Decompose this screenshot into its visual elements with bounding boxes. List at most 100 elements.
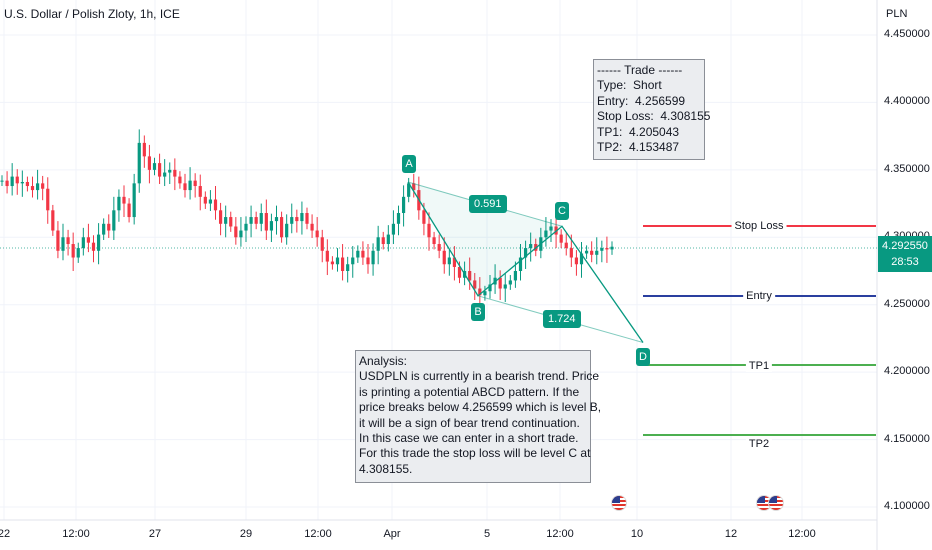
candle-body — [335, 257, 340, 265]
us-flag-event-icon[interactable] — [768, 495, 784, 511]
candle-body — [224, 217, 228, 224]
candle-body — [488, 284, 492, 292]
time-tick-label: 12:00 — [546, 528, 574, 540]
candle-body — [371, 250, 375, 265]
time-tick-label: Apr — [383, 528, 401, 540]
ab-bc-ratio-label[interactable]: 0.591 — [469, 195, 507, 213]
candle-body — [61, 237, 65, 251]
analysis-line: 4.308155. — [359, 461, 413, 476]
candle-body — [20, 181, 24, 184]
candle-body — [442, 250, 446, 265]
time-tick-label: 12:00 — [788, 528, 816, 540]
candle-body — [137, 142, 141, 184]
candle-body — [529, 244, 533, 249]
candle-body — [41, 183, 45, 189]
candle-body — [452, 257, 457, 267]
candle-body — [213, 199, 218, 211]
candle-body — [127, 203, 131, 218]
point-d-label[interactable]: D — [636, 348, 650, 366]
candle-body — [391, 223, 396, 235]
analysis-box[interactable]: Analysis: USDPLN is currently in a beari… — [355, 350, 601, 483]
candle-body — [198, 186, 202, 197]
candle-body — [447, 257, 451, 265]
price-tick-label: 4.400000 — [884, 95, 930, 108]
candle-body — [173, 169, 177, 177]
candle-body — [178, 176, 182, 184]
candle-body — [457, 266, 462, 278]
time-tick-label: 12:00 — [62, 528, 90, 540]
candle-body — [46, 188, 50, 211]
current-price-tag: 4.292550 28:53 — [878, 236, 932, 272]
candle-body — [305, 213, 309, 224]
price-tick-label: 4.350000 — [884, 162, 930, 175]
candle-body — [523, 248, 528, 258]
candle-body — [142, 142, 146, 157]
candle-body — [244, 223, 248, 231]
candle-body — [508, 280, 512, 285]
candle-body — [183, 183, 187, 191]
candle-body — [10, 176, 14, 187]
candle-body — [168, 169, 172, 173]
candle-body — [193, 180, 197, 187]
candle-body — [478, 288, 482, 296]
candle-body — [163, 172, 167, 177]
candle-body — [15, 176, 19, 184]
candle-body — [81, 237, 85, 249]
time-tick-label: 5 — [483, 528, 491, 540]
candle-body — [91, 242, 96, 251]
trade-info-box[interactable]: ------ Trade ------ Type: Short Entry: 4… — [593, 59, 711, 160]
candle-body — [315, 230, 319, 238]
candle-body — [218, 210, 223, 224]
candle-body — [239, 230, 243, 238]
candle-body — [407, 183, 411, 197]
trade-line: TP2: 4.153487 — [597, 140, 680, 155]
candle-body — [117, 196, 121, 211]
candle-body — [590, 250, 594, 255]
trade-line: Entry: 4.256599 — [597, 93, 686, 108]
candle-body — [340, 257, 345, 271]
candle-body — [412, 183, 416, 191]
bc-cd-ratio-label[interactable]: 1.724 — [543, 310, 581, 328]
us-flag-event-icon[interactable] — [611, 495, 627, 511]
candle-body — [152, 163, 157, 170]
candle-body — [544, 230, 548, 238]
price-tick-label: 4.200000 — [884, 365, 930, 378]
candle-body — [188, 180, 192, 191]
candle-body — [396, 213, 401, 224]
candle-body — [30, 186, 35, 191]
candle-body — [549, 226, 553, 231]
candle-body — [518, 257, 523, 271]
trade-line: Stop Loss: 4.308155 — [597, 109, 711, 124]
candle-body — [498, 277, 502, 289]
entry-label: Entry — [743, 290, 775, 302]
candle-body — [381, 237, 385, 245]
candle-body — [0, 180, 4, 182]
candle-body — [564, 242, 568, 249]
candle-body — [66, 237, 70, 245]
candle-body — [569, 248, 573, 258]
candle-body — [346, 264, 350, 271]
bar-countdown: 28:53 — [891, 256, 919, 268]
candle-body — [35, 183, 40, 191]
candle-body — [361, 250, 365, 258]
candle-body — [468, 271, 472, 281]
candle-body — [290, 217, 294, 224]
candle-body — [600, 248, 604, 251]
time-tick-label: 22 — [0, 528, 11, 540]
candle-body — [203, 196, 207, 204]
candle-body — [574, 257, 579, 265]
candle-body — [264, 213, 268, 231]
candle-body — [351, 257, 355, 265]
point-b-label[interactable]: B — [471, 303, 485, 321]
candle-body — [610, 246, 614, 250]
candle-body — [102, 223, 106, 235]
candle-body — [249, 217, 253, 224]
candle-body — [107, 223, 111, 231]
candle-body — [579, 253, 584, 265]
point-c-label[interactable]: C — [555, 202, 569, 220]
candle-body — [279, 217, 284, 238]
candle-body — [112, 210, 116, 231]
candle-body — [295, 217, 299, 222]
abcd-pattern-line — [407, 181, 644, 343]
point-a-label[interactable]: A — [402, 155, 416, 173]
